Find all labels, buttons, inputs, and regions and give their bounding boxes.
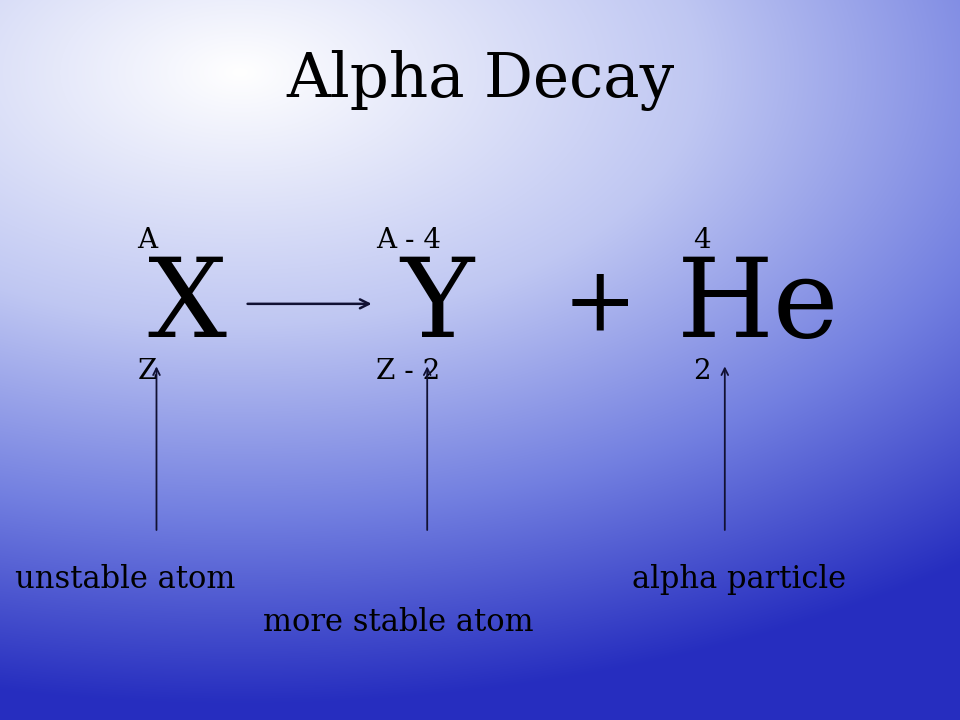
Text: Y: Y [400,253,473,359]
Text: +: + [563,262,637,350]
Text: Z - 2: Z - 2 [376,358,441,384]
Text: 4: 4 [693,228,710,254]
Text: Alpha Decay: Alpha Decay [286,50,674,112]
Text: A - 4: A - 4 [376,228,442,254]
Text: X: X [148,253,227,359]
Text: more stable atom: more stable atom [263,607,534,639]
Text: unstable atom: unstable atom [14,564,235,595]
Text: 2: 2 [693,358,710,384]
Text: A: A [137,228,157,254]
Text: alpha particle: alpha particle [632,564,847,595]
Text: He: He [677,253,840,359]
Text: Z: Z [137,358,156,384]
